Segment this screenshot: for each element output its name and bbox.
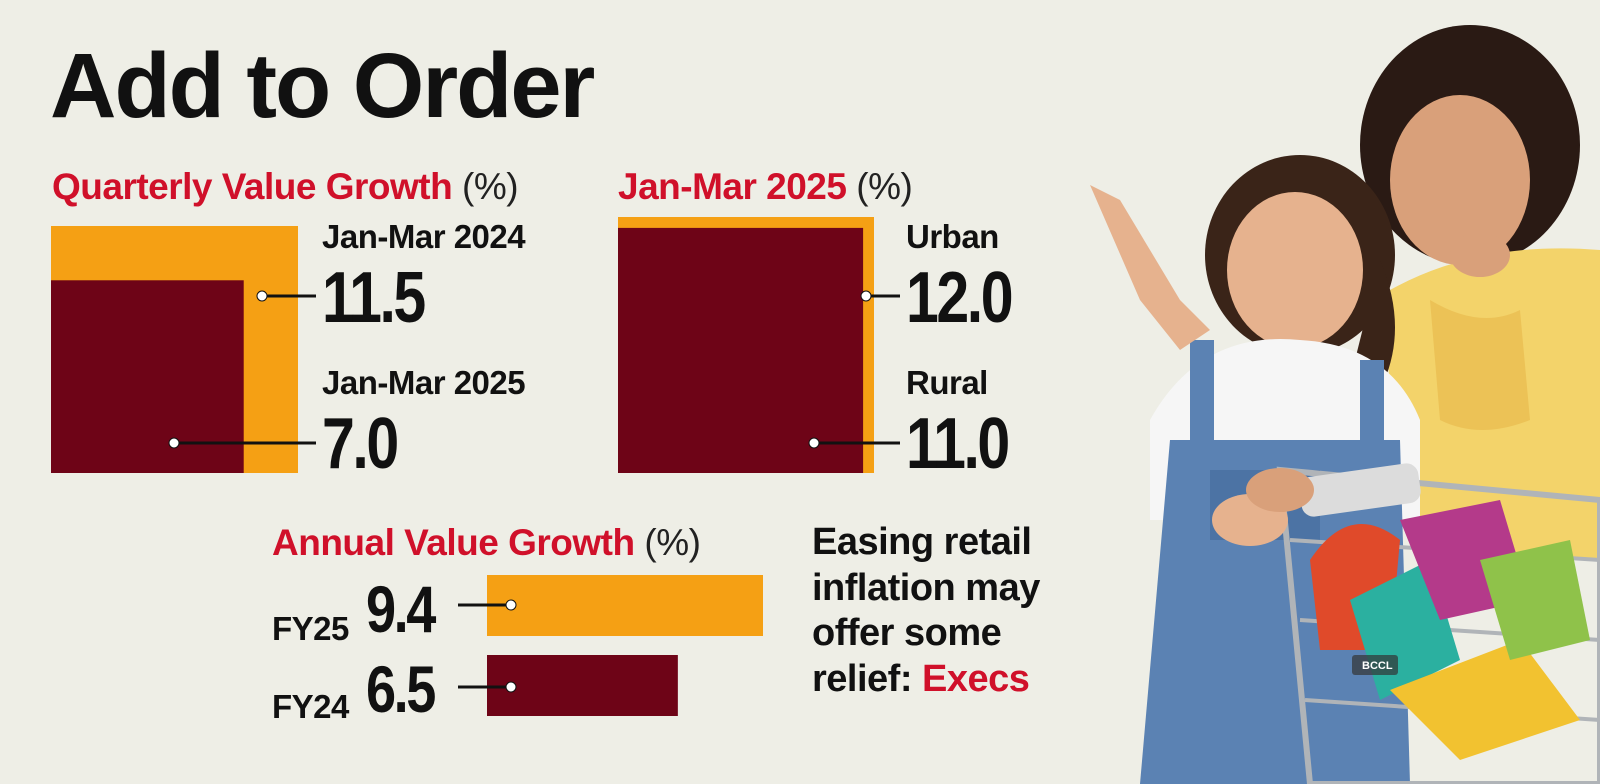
annual-chart-heading: Annual Value Growth (%) xyxy=(272,522,701,563)
quarterly-connector-0-dot xyxy=(256,290,268,302)
annual-value-label-1: 6.5 xyxy=(366,652,436,726)
grocery-green-pack xyxy=(1480,540,1590,660)
quarterly-connector-1-dot xyxy=(168,437,180,449)
quarterly-bar-1 xyxy=(51,280,244,473)
region-value-label-1: 11.0 xyxy=(906,404,1010,484)
annual-bar-1 xyxy=(487,655,678,716)
footnote: Easing retail inflation may offer some r… xyxy=(812,520,1040,702)
grocery-yellow-box xyxy=(1390,640,1580,760)
mother-face xyxy=(1390,95,1530,265)
region-category-label-1: Rural xyxy=(906,364,988,401)
annual-category-label-0: FY25 xyxy=(272,610,349,647)
girl-overalls xyxy=(1140,440,1410,784)
region-chart-heading: Jan-Mar 2025 (%) xyxy=(618,166,913,207)
footnote-prefix: relief: xyxy=(812,657,923,700)
quarterly-value-label-1: 7.0 xyxy=(322,404,399,484)
footnote-line-1: Easing retail xyxy=(812,521,1032,563)
girl-face xyxy=(1227,192,1363,348)
annual-connector-1-dot xyxy=(505,681,517,693)
quarterly-value-label-0: 11.5 xyxy=(322,258,426,338)
quarterly-chart-title: Quarterly Value Growth xyxy=(52,166,453,207)
region-category-label-0: Urban xyxy=(906,218,999,255)
region-value-label-0: 12.0 xyxy=(906,258,1014,338)
annual-chart-title: Annual Value Growth xyxy=(272,522,635,563)
shoppers-photo xyxy=(1090,25,1600,784)
annual-category-label-1: FY24 xyxy=(272,688,349,725)
footnote-line-4: relief: Execs xyxy=(812,657,1040,703)
annual-value-label-0: 9.4 xyxy=(366,572,436,646)
footnote-line-3: offer some xyxy=(812,612,1002,655)
quarterly-chart-unit: (%) xyxy=(462,166,519,207)
quarterly-category-label-1: Jan-Mar 2025 xyxy=(322,364,526,401)
shopping-trolley xyxy=(1276,466,1600,784)
region-connector-0-dot xyxy=(860,290,872,302)
annual-connector-0-dot xyxy=(505,599,517,611)
region-bar-1 xyxy=(618,227,864,473)
page-title: Add to Order xyxy=(50,35,595,137)
region-chart-unit: (%) xyxy=(856,166,913,207)
quarterly-chart-heading: Quarterly Value Growth (%) xyxy=(52,166,519,207)
annual-chart-unit: (%) xyxy=(644,522,701,563)
grocery-bottle xyxy=(1299,463,1421,517)
footnote-line-2: inflation may xyxy=(812,566,1040,609)
photo-credit: BCCL xyxy=(1362,660,1393,672)
annual-bar-0 xyxy=(487,575,763,636)
quarterly-category-label-0: Jan-Mar 2024 xyxy=(322,218,526,255)
region-chart-title: Jan-Mar 2025 xyxy=(618,166,847,207)
footnote-highlight: Execs xyxy=(922,657,1030,700)
region-connector-1-dot xyxy=(808,437,820,449)
girl-arm xyxy=(1090,185,1210,350)
